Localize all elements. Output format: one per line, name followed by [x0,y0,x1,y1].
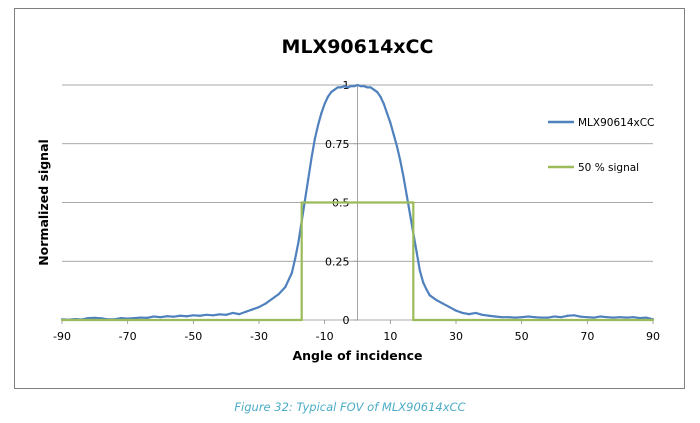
series-mlx90614xcc-segment-64 [385,112,392,124]
series-mlx90614xcc-segment-34 [284,271,293,289]
series-mlx90614xcc-segment-63 [382,102,389,115]
series-mlx90614xcc-segment-31 [264,297,274,305]
series-mlx90614xcc-segment-80 [448,305,458,312]
series-mlx90614xcc-segment-91 [520,315,530,319]
y-axis-title: Normalized signal [36,139,51,266]
series-mlx90614xcc-segment-13 [146,315,156,319]
y-tick-label-4: 1 [343,79,350,92]
x-tick-label-6: 30 [449,330,463,343]
series-mlx90614xcc-segment-23 [211,313,221,317]
x-tick-label-8: 70 [580,330,594,343]
series-mlx90614xcc-segment-67 [395,145,402,162]
series-mlx90614xcc-segment-86 [487,314,497,318]
series-mlx90614xcc-segment-68 [399,159,405,178]
series-mlx90614xcc-segment-62 [379,95,385,105]
series-mlx90614xcc-segment-84 [474,311,484,316]
series-mlx90614xcc-segment-96 [553,315,563,319]
series-mlx90614xcc-segment-75 [422,281,428,291]
series-mlx90614xcc-segment-43 [317,112,323,127]
series-mlx90614xcc-segment-74 [418,269,425,284]
series-mlx90614xcc-segment-30 [257,302,267,309]
series-mlx90614xcc-segment-73 [415,250,421,272]
series-mlx90614xcc-segment-40 [307,156,313,181]
series-mlx90614xcc-segment-108 [632,316,641,320]
series-mlx90614xcc-segment-66 [392,133,398,148]
series-mlx90614xcc-segment-28 [244,308,254,313]
x-tick-label-7: 50 [515,330,529,343]
x-tick-label-0: -90 [53,330,71,343]
y-tick-label-1: 0.25 [325,255,350,268]
series-mlx90614xcc-segment-27 [238,310,247,316]
series-mlx90614xcc-segment-103 [599,315,609,319]
series-mlx90614xcc-segment-87 [494,315,504,319]
series-mlx90614xcc-segment-95 [546,315,556,319]
series-mlx90614xcc-segment-39 [303,177,310,202]
x-tick-label-3: -30 [250,330,268,343]
series-mlx90614xcc-segment-35 [290,257,297,275]
series-mlx90614xcc-segment-92 [527,315,536,319]
fov-chart: MLX90614xCC -90 -70 -50 -30 -10 10 30 50 70 90 0 0.2… [36,36,660,363]
series-mlx90614xcc-segment-85 [481,313,490,317]
series-mlx90614xcc-segment-42 [313,123,320,141]
series-mlx90614xcc-segment-19 [185,314,195,318]
series-mlx90614xcc-segment-33 [277,286,287,296]
series-mlx90614xcc-segment-15 [159,315,169,319]
x-tick-label-9: 90 [646,330,660,343]
x-tick-label-1: -70 [119,330,137,343]
series-mlx90614xcc-segment-65 [389,121,395,136]
chart-title: MLX90614xCC [282,36,434,58]
series-mlx90614xcc-segment-81 [454,309,464,315]
series-mlx90614xcc-segment-17 [172,314,182,318]
y-tick-label-3: 0.75 [325,138,350,151]
y-tick-label-0: 0 [343,314,350,327]
x-tick-label-4: -10 [316,330,334,343]
series-mlx90614xcc-segment-25 [225,311,234,316]
series-mlx90614xcc-segment-102 [592,315,602,319]
series-mlx90614xcc-segment-79 [441,302,451,309]
series-mlx90614xcc-segment-21 [198,313,208,317]
series-mlx90614xcc-segment-76 [425,288,431,297]
series-mlx90614xcc-segment-97 [559,314,569,319]
series-mlx90614xcc-segment-83 [468,311,477,316]
series-mlx90614xcc-segment-32 [271,293,280,300]
chart-frame: MLX90614xCC -90 -70 -50 -30 -10 10 30 50 70 90 0 0.2… [14,8,685,389]
series-mlx90614xcc-segment-78 [435,298,444,305]
series-mlx90614xcc-segment-44 [320,102,326,115]
series-mlx90614xcc-segment-69 [402,175,408,197]
series-mlx90614xcc-segment-45 [323,95,330,105]
x-axis-title: Angle of incidence [292,348,422,363]
series-mlx90614xcc-segment-14 [152,315,162,319]
series-mlx90614xcc-segment-29 [251,305,261,311]
x-tick-label-5: 10 [383,330,397,343]
series-mlx90614xcc-segment-41 [310,137,316,159]
legend-label-mlx90614xcc: MLX90614xCC [578,117,654,129]
series-mlx90614xcc-segment-77 [428,294,438,302]
series-mlx90614xcc-segment-82 [461,311,471,316]
figure-caption: Figure 32: Typical FOV of MLX90614xCC [234,400,466,414]
series-mlx90614xcc-segment-26 [231,311,241,316]
legend-label-50-signal: 50 % signal [578,162,639,174]
x-tick-label-2: -50 [184,330,202,343]
series-mlx90614xcc-segment-70 [405,194,412,216]
series-mlx90614xcc-segment-99 [573,314,582,318]
series-mlx90614xcc-segment-36 [294,241,300,260]
